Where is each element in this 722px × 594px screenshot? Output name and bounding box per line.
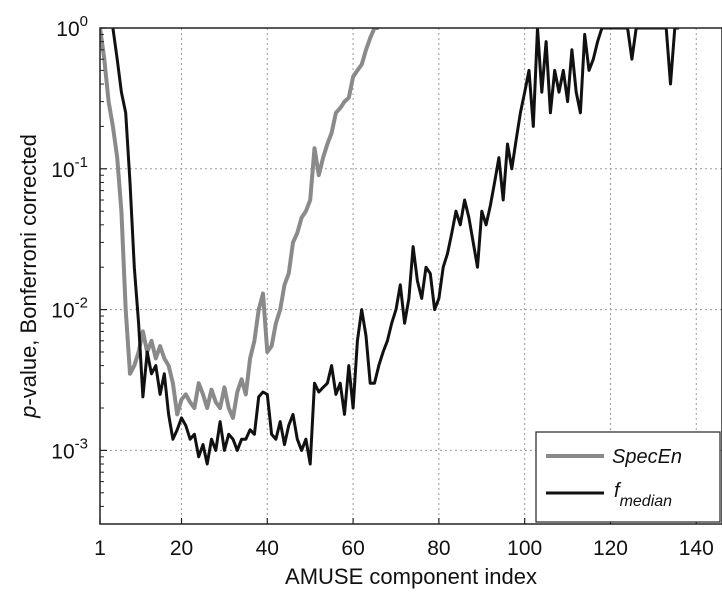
legend-label-specen: SpecEn [612,446,682,468]
x-tick-label: 1 [94,537,106,560]
x-tick-label: 20 [170,537,193,560]
legend: SpecEn fmedian [535,431,721,523]
x-axis-label: AMUSE component index [285,564,537,589]
series-line-fmedian [111,28,680,466]
x-tick-label: 60 [341,537,364,560]
y-tick-label: 10-3 [51,435,88,463]
y-tick-label: 100 [56,13,88,41]
legend-label-fmedian-sub: median [620,493,673,510]
y-tick-label: 10-1 [51,154,88,182]
x-tick-label: 120 [593,537,628,560]
legend-label-fmedian-main: f [614,480,622,502]
y-axis-label-rest: -value, Bonferroni corrected [16,134,41,405]
x-tick-label: 100 [507,537,542,560]
legend-label-fmedian: fmedian [614,480,672,510]
x-tick-label: 140 [679,537,714,560]
y-axis-label: p-value, Bonferroni corrected [16,134,41,419]
plot-frame [99,27,722,525]
x-tick-label: 80 [427,537,450,560]
series-line-specen [100,28,379,420]
grid-lines [100,28,722,524]
data-series [100,28,680,466]
y-tick-label: 10-2 [51,295,88,323]
y-axis-label-italic: p [16,406,41,419]
x-tick-label: 40 [256,537,279,560]
legend-box [535,431,721,523]
